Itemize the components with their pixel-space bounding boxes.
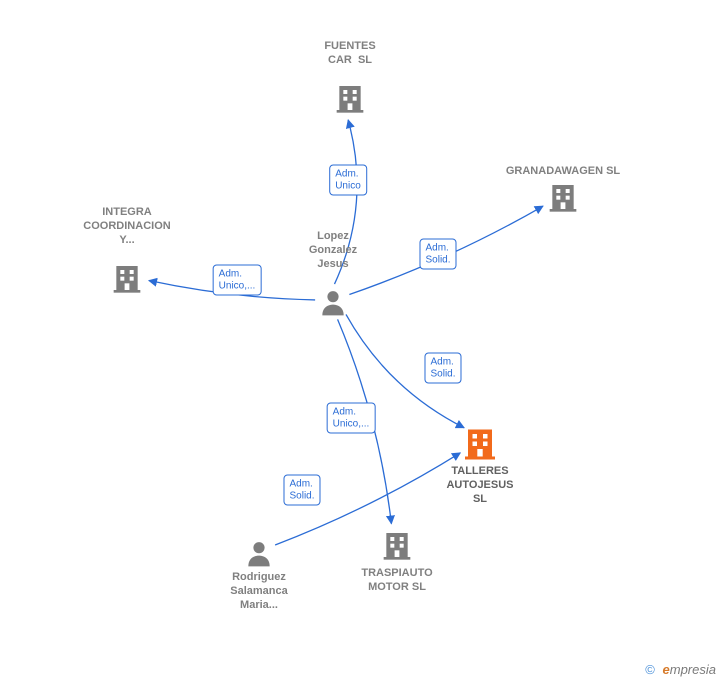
company-node-fuentes[interactable] <box>334 82 366 114</box>
node-label-fuentes: FUENTES CAR SL <box>324 40 375 68</box>
company-node-traspiauto[interactable] <box>381 529 413 561</box>
copyright-symbol: © <box>645 662 655 677</box>
person-icon <box>243 537 275 569</box>
building-icon <box>111 262 143 294</box>
footer: © empresia <box>645 662 716 677</box>
node-label-lopez: Lopez Gonzalez Jesus <box>309 230 357 271</box>
building-icon <box>381 529 413 561</box>
building-icon <box>547 181 579 213</box>
person-node-lopez[interactable] <box>317 286 349 318</box>
node-label-rodriguez: Rodriguez Salamanca Maria... <box>230 571 287 612</box>
node-label-granada: GRANADAWAGEN SL <box>506 165 620 179</box>
edge-label-lopez-talleres: Adm. Solid. <box>424 353 461 384</box>
node-label-talleres: TALLERES AUTOJESUS SL <box>446 465 513 506</box>
building-icon <box>334 82 366 114</box>
node-label-traspiauto: TRASPIAUTO MOTOR SL <box>361 567 432 595</box>
edge-label-rodriguez-talleres: Adm. Solid. <box>283 475 320 506</box>
edge-label-lopez-integra: Adm. Unico,... <box>213 265 262 296</box>
brand-name: empresia <box>663 662 716 677</box>
company-node-talleres[interactable] <box>462 425 498 461</box>
person-node-rodriguez[interactable] <box>243 537 275 569</box>
company-node-granada[interactable] <box>547 181 579 213</box>
edge-label-lopez-traspiauto: Adm. Unico,... <box>327 403 376 434</box>
building-icon <box>462 425 498 461</box>
edge-label-lopez-granada: Adm. Solid. <box>419 239 456 270</box>
node-label-integra: INTEGRA COORDINACION Y... <box>83 206 170 247</box>
company-node-integra[interactable] <box>111 262 143 294</box>
person-icon <box>317 286 349 318</box>
edge-label-lopez-fuentes: Adm. Unico <box>329 165 367 196</box>
